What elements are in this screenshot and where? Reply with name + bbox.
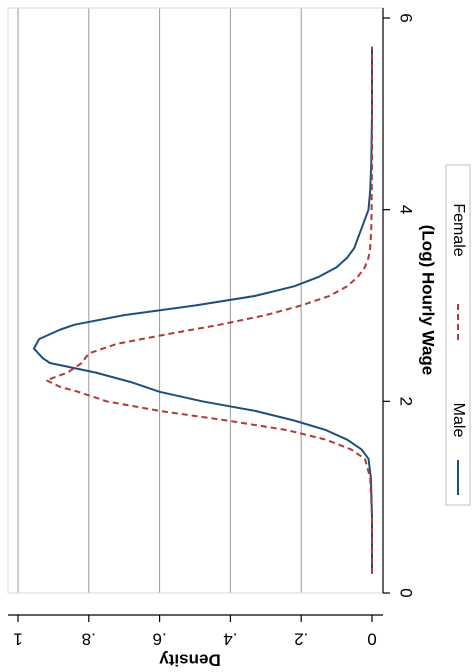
density-tick-label: .2 [294, 630, 308, 649]
plot-border [7, 7, 384, 594]
y-axis-title: Density [159, 651, 221, 670]
legend: Male Female [445, 164, 471, 506]
x-axis-title: (Log) Hourly Wage [419, 225, 438, 375]
wage-tick-label: 2 [397, 397, 416, 406]
density-tick-label: .4 [223, 630, 237, 649]
labels-layer: 0 2 4 6 0 .2 .4 .6 .8 1 Density (Log) Hourly Wage [13, 13, 437, 669]
axes-layer [7, 7, 390, 622]
series-layer [32, 46, 373, 574]
grid-layer [17, 8, 302, 593]
density-tick-label: 1 [13, 630, 22, 649]
wage-tick-label: 6 [397, 13, 416, 22]
legend-label-female: Female [450, 203, 467, 256]
legend-label-male: Male [450, 403, 467, 438]
density-tick-label: 0 [367, 630, 376, 649]
series-line-male [32, 46, 373, 574]
wage-tick-label: 0 [397, 588, 416, 597]
density-tick-label: .8 [82, 630, 96, 649]
wage-tick-label: 4 [397, 205, 416, 214]
density-tick-label: .6 [153, 630, 167, 649]
series-line-female [45, 46, 373, 574]
